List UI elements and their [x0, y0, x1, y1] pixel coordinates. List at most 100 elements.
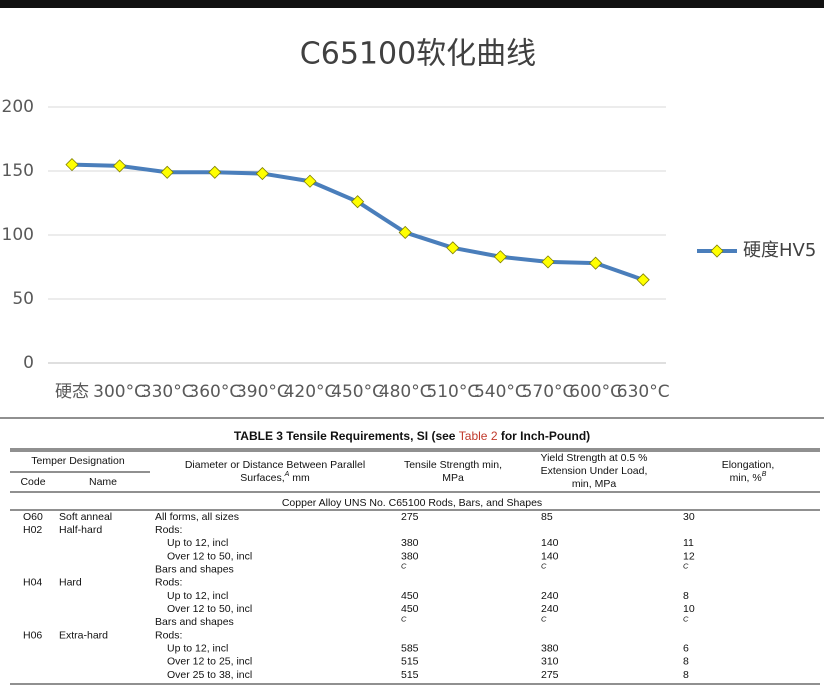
table-cell: 380: [401, 537, 419, 549]
table-cell: H06: [23, 629, 42, 641]
table-cell: 240: [541, 603, 559, 615]
table-cell: Soft anneal: [59, 511, 112, 523]
header: min, %B: [730, 471, 767, 484]
table-cell: 85: [541, 511, 553, 523]
table-cell: 8: [683, 656, 689, 668]
x-tick-label: 600°C: [569, 382, 622, 402]
table-cell: C: [401, 614, 407, 623]
x-tick-label: 390°C: [236, 382, 289, 402]
y-tick-label: 150: [2, 161, 34, 181]
x-tick-label: 420°C: [284, 382, 337, 402]
table-cell: Half-hard: [59, 524, 102, 536]
title-text: TABLE 3 Tensile Requirements, SI (see: [234, 429, 459, 443]
data-point: [160, 165, 174, 179]
table-cell: Over 25 to 38, incl: [167, 669, 252, 681]
table-title: TABLE 3 Tensile Requirements, SI (see Ta…: [234, 429, 590, 443]
table-cell: 585: [401, 642, 419, 654]
data-point: [493, 250, 507, 264]
header: Temper Designation: [31, 455, 125, 467]
table-cell: 275: [401, 511, 419, 523]
x-tick-label: 540°C: [474, 382, 527, 402]
series-line: [71, 162, 644, 282]
table-cell: Rods:: [155, 524, 182, 536]
table: TABLE 3 Tensile Requirements, SI (see Ta…: [0, 417, 824, 685]
table-cell: C: [683, 562, 689, 571]
y-tick-label: 100: [2, 225, 34, 245]
x-tick-label: 硬态: [55, 382, 89, 402]
table-cell: Up to 12, incl: [167, 537, 228, 549]
table-cell: 10: [683, 603, 695, 615]
data-point: [541, 255, 555, 269]
table-cell: Up to 12, incl: [167, 590, 228, 602]
header: Code: [20, 476, 45, 488]
x-tick-label: 630°C: [617, 382, 670, 402]
table-cell: 30: [683, 511, 695, 523]
table-cell: 140: [541, 537, 559, 549]
table-cell: 8: [683, 669, 689, 681]
table-cell: Rods:: [155, 577, 182, 589]
header-text: Surfaces,: [240, 472, 284, 484]
data-point: [65, 158, 79, 172]
table-cell: 310: [541, 656, 559, 668]
table-cell: Extra-hard: [59, 629, 108, 641]
data-point: [208, 165, 222, 179]
table-cell: Over 12 to 50, incl: [167, 603, 252, 615]
header-text: mm: [289, 472, 310, 484]
y-tick-label: 200: [2, 97, 34, 117]
table-cell: 6: [683, 642, 689, 654]
table-cell: 140: [541, 550, 559, 562]
data-point: [636, 273, 650, 287]
data-point: [255, 166, 269, 181]
table-cell: Bars and shapes: [155, 563, 234, 575]
table-cell: 240: [541, 590, 559, 602]
table-cell: C: [683, 614, 689, 623]
y-tick-label: 0: [23, 353, 34, 373]
header: Tensile Strength min,: [404, 459, 502, 471]
table-cell: 11: [683, 537, 694, 549]
header: Extension Under Load,: [541, 465, 648, 477]
data-point: [446, 241, 460, 255]
table-cell: Over 12 to 50, incl: [167, 550, 252, 562]
data-point: [303, 174, 317, 188]
table-cell: Bars and shapes: [155, 616, 234, 628]
title-text: for Inch-Pound): [498, 429, 591, 443]
section-title: Copper Alloy UNS No. C65100 Rods, Bars, …: [282, 497, 542, 509]
data-point: [589, 256, 603, 270]
table-cell: 450: [401, 590, 419, 602]
x-tick-label: 300°C: [93, 382, 146, 402]
data-point: [398, 225, 412, 240]
chart-title: C65100软化曲线: [300, 37, 536, 72]
y-tick-label: 50: [12, 289, 34, 309]
header: Surfaces,A mm: [240, 471, 310, 484]
table-cell: H04: [23, 577, 42, 589]
x-tick-label: 330°C: [141, 382, 194, 402]
table-link[interactable]: Table 2: [459, 429, 498, 443]
table-cell: 380: [541, 642, 559, 654]
table-cell: 450: [401, 603, 419, 615]
x-tick-label: 570°C: [522, 382, 575, 402]
header: min, MPa: [572, 478, 617, 490]
table-cell: O60: [23, 511, 43, 523]
header-text: min, %: [730, 472, 762, 484]
data-point: [113, 159, 127, 173]
legend-label: 硬度HV5: [743, 240, 816, 261]
table-cell: Over 12 to 25, incl: [167, 656, 252, 668]
table-cell: Up to 12, incl: [167, 642, 228, 654]
table-cell: 275: [541, 669, 559, 681]
table-cell: Rods:: [155, 629, 182, 641]
legend-marker: [710, 244, 724, 258]
header: Diameter or Distance Between Parallel: [185, 459, 365, 471]
data-point: [351, 195, 365, 209]
x-tick-label: 450°C: [331, 382, 384, 402]
x-tick-label: 360°C: [188, 382, 241, 402]
table-cell: C: [401, 562, 407, 571]
table-cell: 12: [683, 550, 695, 562]
header: Name: [89, 476, 117, 488]
footnote-mark: B: [762, 471, 767, 478]
top-bar: [0, 0, 824, 8]
header: Yield Strength at 0.5 %: [540, 452, 647, 464]
table-cell: 8: [683, 590, 689, 602]
header: MPa: [442, 472, 464, 484]
table-cell: 515: [401, 656, 419, 668]
